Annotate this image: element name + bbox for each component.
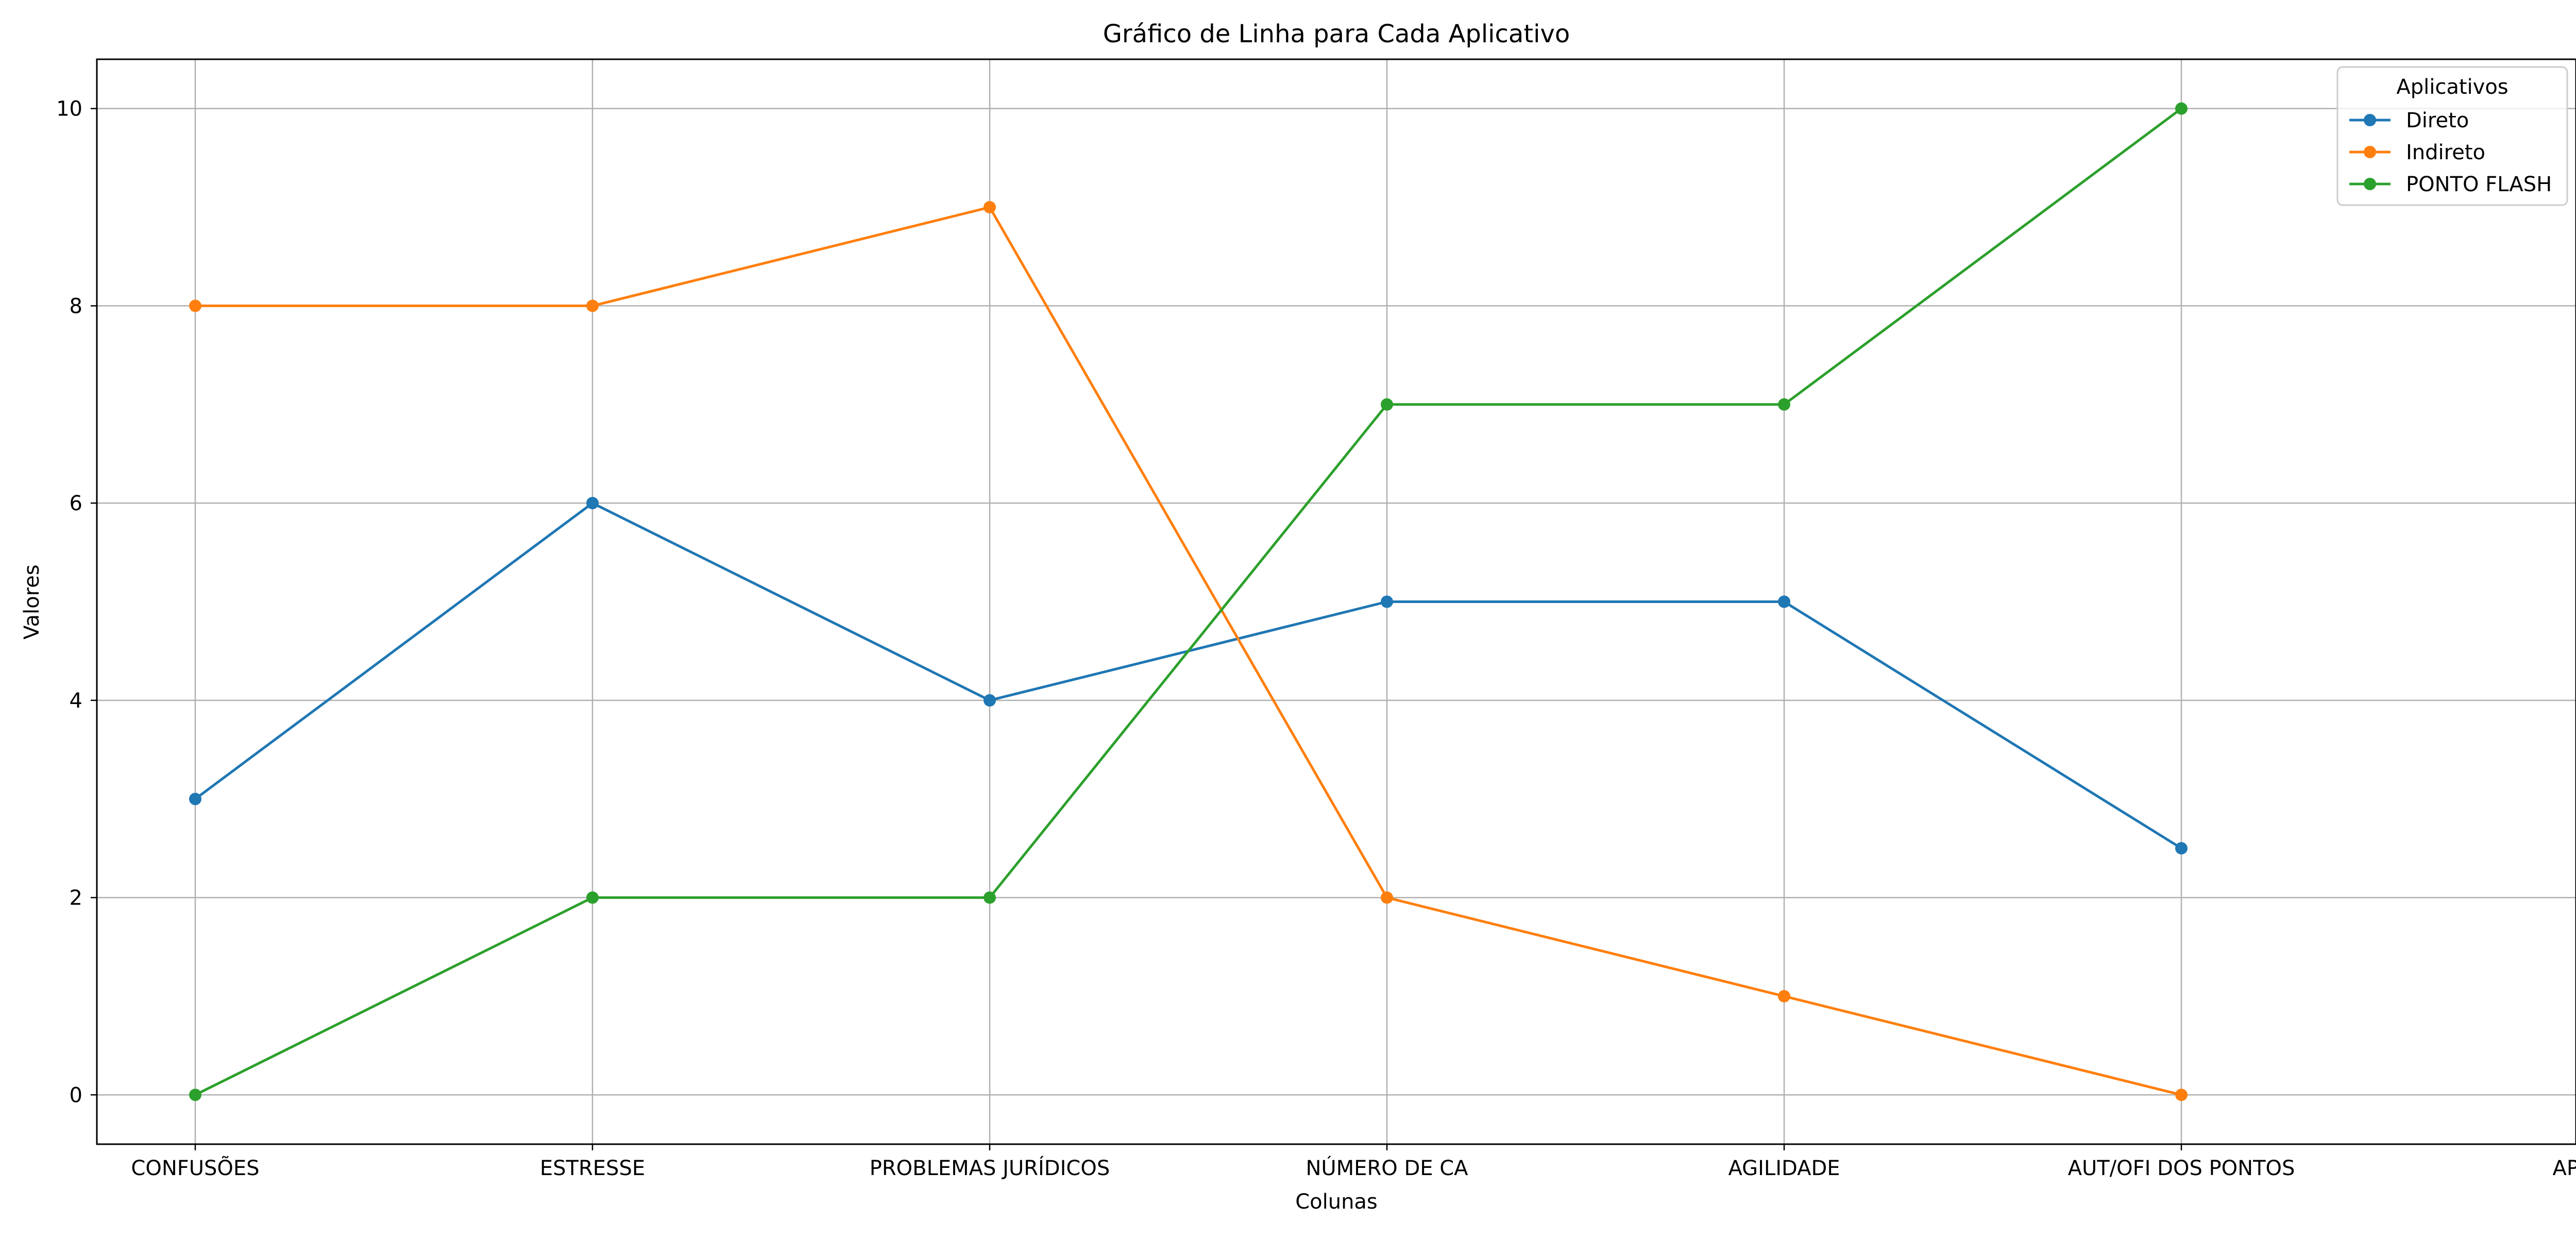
data-point xyxy=(189,1089,201,1101)
y-tick-label: 4 xyxy=(70,689,82,713)
y-tick-label: 6 xyxy=(70,492,82,515)
legend-marker xyxy=(2364,178,2376,190)
x-tick-label: NÚMERO DE CA xyxy=(1306,1156,1468,1180)
y-tick-label: 0 xyxy=(70,1083,82,1107)
data-point xyxy=(2175,103,2188,115)
legend-marker xyxy=(2364,114,2376,126)
x-tick-label: ESTRESSE xyxy=(540,1157,645,1180)
x-tick-label: PROBLEMAS JURÍDICOS xyxy=(870,1156,1110,1180)
legend-label: PONTO FLASH xyxy=(2406,173,2552,196)
data-point xyxy=(1381,398,1393,411)
data-point xyxy=(2175,842,2188,855)
legend: Aplicativos Direto Indireto PONTO FLASH xyxy=(2337,67,2567,205)
y-axis-label: Valores xyxy=(20,564,44,639)
x-tick-label: AUT/OFI DOS PONTOS xyxy=(2068,1157,2295,1180)
x-tick-label: AGILIDADE xyxy=(1728,1157,1840,1180)
data-point xyxy=(1381,892,1393,904)
data-point xyxy=(1778,990,1790,1002)
data-point xyxy=(984,694,996,707)
data-point xyxy=(2175,1089,2188,1101)
data-point xyxy=(189,299,201,312)
chart-title: Gráfico de Linha para Cada Aplicativo xyxy=(1103,20,1570,48)
x-tick-label: APPS xyxy=(2553,1157,2576,1180)
data-point xyxy=(984,892,996,904)
y-tick-label: 2 xyxy=(70,886,82,910)
data-point xyxy=(586,892,599,904)
data-point xyxy=(586,299,599,312)
data-point xyxy=(586,497,599,509)
data-point xyxy=(1381,596,1393,608)
legend-title: Aplicativos xyxy=(2396,75,2508,99)
data-point xyxy=(189,793,201,805)
legend-label: Indireto xyxy=(2406,141,2485,164)
legend-label: Direto xyxy=(2406,109,2469,132)
data-point xyxy=(1778,398,1790,411)
y-tick-label: 10 xyxy=(56,97,82,121)
data-point xyxy=(984,201,996,213)
x-tick-label: CONFUSÕES xyxy=(131,1156,259,1180)
legend-marker xyxy=(2364,146,2376,158)
x-axis-label: Colunas xyxy=(1295,1190,1378,1214)
data-point xyxy=(1778,596,1790,608)
y-tick-label: 8 xyxy=(70,294,82,318)
